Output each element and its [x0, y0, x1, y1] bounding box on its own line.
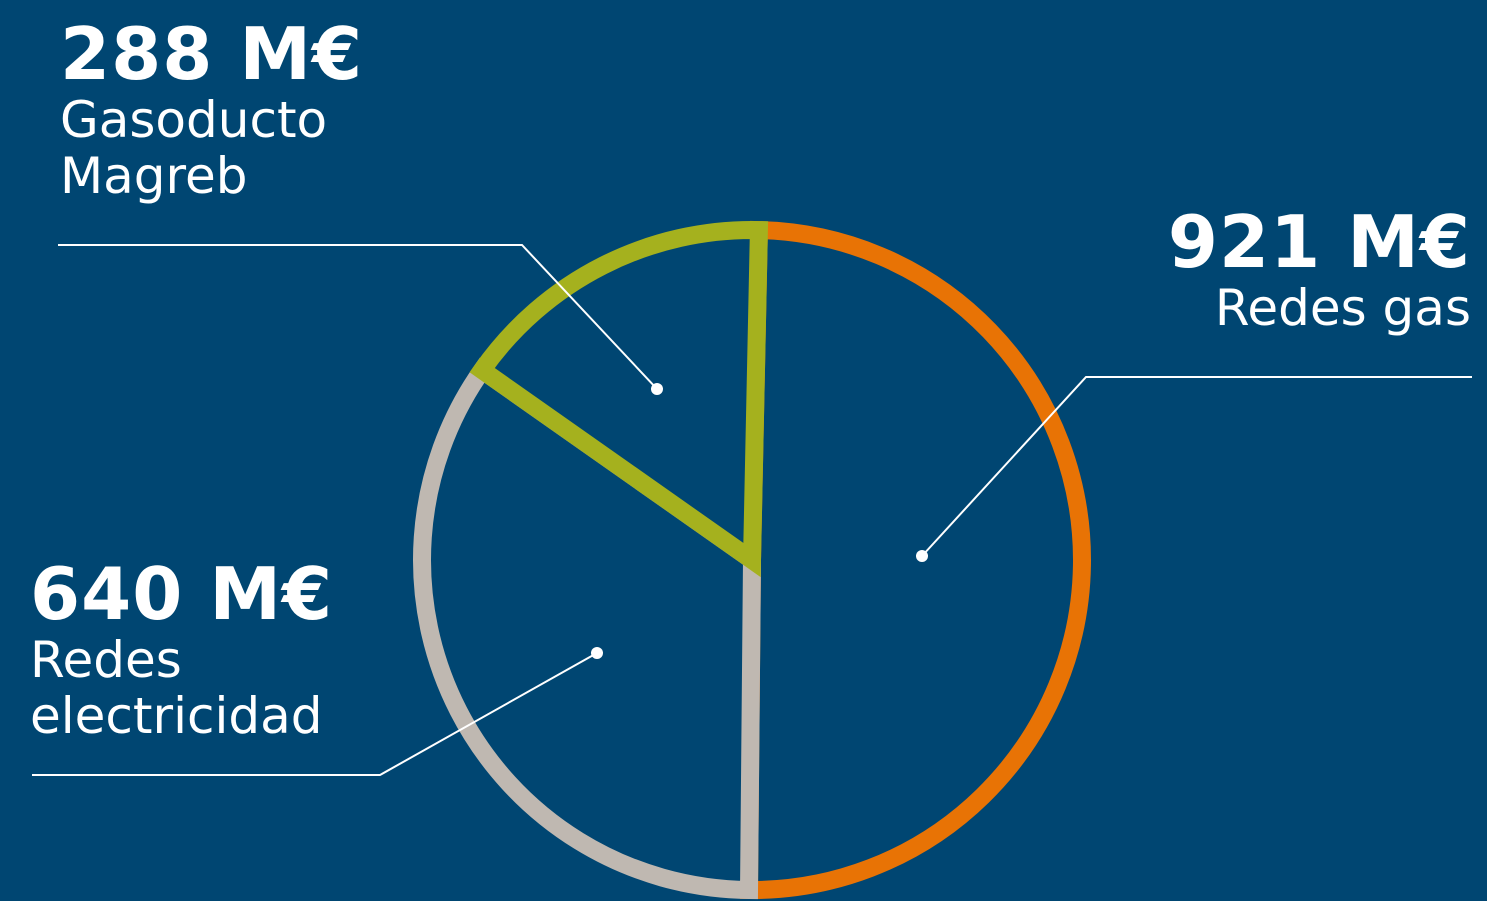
slice-gasoducto-magreb — [469, 221, 769, 578]
label-redes-gas: 921 M€ Redes gas — [1168, 204, 1471, 336]
label-gasoducto-magreb: 288 M€ Gasoducto Magreb — [60, 16, 363, 204]
leader-dot-redes-electricidad — [591, 647, 603, 659]
value-label-redes-electricidad: 640 M€ — [30, 552, 334, 636]
slice-name-gasoducto-line2: Magreb — [60, 147, 248, 205]
slice-name-gasoducto-line1: Gasoducto — [60, 91, 328, 149]
leader-dot-redes-gas — [916, 550, 928, 562]
slice-redes-gas — [739, 220, 1092, 899]
slice-redes-electricidad — [413, 357, 762, 900]
slice-name-redes-elec-line2: electricidad — [30, 687, 323, 745]
value-label-redes-gas: 921 M€ — [1167, 200, 1471, 284]
leader-line-gasoducto-magreb — [58, 244, 658, 390]
leader-line-redes-gas — [921, 376, 1472, 557]
slice-name-redes-gas: Redes gas — [1214, 279, 1471, 337]
leader-line-redes-electricidad — [32, 652, 598, 776]
leader-dot-gasoducto-magreb — [651, 383, 663, 395]
value-label-gasoducto: 288 M€ — [60, 12, 364, 96]
label-redes-electricidad: 640 M€ Redes electricidad — [30, 556, 333, 744]
slice-name-redes-elec-line1: Redes — [30, 631, 182, 689]
